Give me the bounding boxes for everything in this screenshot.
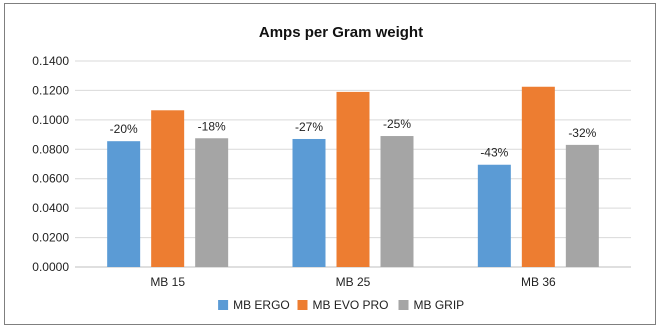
bar-mb-evo-pro-mb-25 — [336, 91, 370, 268]
legend-swatch — [218, 300, 229, 310]
data-label: -27% — [295, 120, 323, 134]
y-tick-label: 0.1000 — [32, 113, 69, 127]
bar-mb-ergo-mb-25 — [292, 138, 326, 267]
legend-swatch — [398, 300, 409, 310]
y-tick-label: 0.1400 — [32, 54, 69, 68]
data-label: -18% — [198, 119, 226, 133]
legend-swatch — [297, 300, 308, 310]
data-label: -20% — [110, 122, 138, 136]
bars-layer — [107, 86, 599, 268]
bar-mb-evo-pro-mb-36 — [521, 86, 555, 267]
y-tick-label: 0.0000 — [32, 260, 69, 274]
y-tick-label: 0.1200 — [32, 83, 69, 97]
bar-mb-grip-mb-15 — [195, 138, 229, 267]
bar-mb-grip-mb-25 — [380, 136, 414, 267]
legend-label: MB ERGO — [233, 298, 290, 312]
chart-title: Amps per Gram weight — [259, 24, 423, 41]
labels-layer: -20% -18% -27% -25% -43% -32% — [110, 117, 597, 160]
chart-frame: Amps per Gram weight -20% -18% -27% -25% -43… — [4, 3, 656, 325]
x-tick-label: MB 25 — [336, 275, 371, 289]
y-tick-label: 0.0400 — [32, 201, 69, 215]
data-label: -32% — [568, 126, 596, 140]
y-tick-label: 0.0600 — [32, 172, 69, 186]
legend-label: MB GRIP — [414, 298, 465, 312]
y-tick-label: 0.0200 — [32, 231, 69, 245]
legend-label: MB EVO PRO — [313, 298, 389, 312]
axis-layer: 0.0000 0.0200 0.0400 0.0600 0.0800 0.1000 0.12… — [32, 54, 556, 289]
x-tick-label: MB 15 — [150, 275, 185, 289]
chart-svg: Amps per Gram weight -20% -18% -27% -25% -43… — [32, 24, 631, 312]
bar-mb-ergo-mb-36 — [477, 164, 511, 267]
x-tick-label: MB 36 — [521, 275, 556, 289]
bar-mb-evo-pro-mb-15 — [151, 110, 185, 268]
y-tick-label: 0.0800 — [32, 142, 69, 156]
data-label: -25% — [383, 117, 411, 131]
bar-mb-grip-mb-36 — [565, 144, 599, 267]
legend: MB ERGO MB EVO PRO MB GRIP — [218, 298, 464, 312]
bar-mb-ergo-mb-15 — [107, 141, 141, 267]
data-label: -43% — [480, 146, 508, 160]
